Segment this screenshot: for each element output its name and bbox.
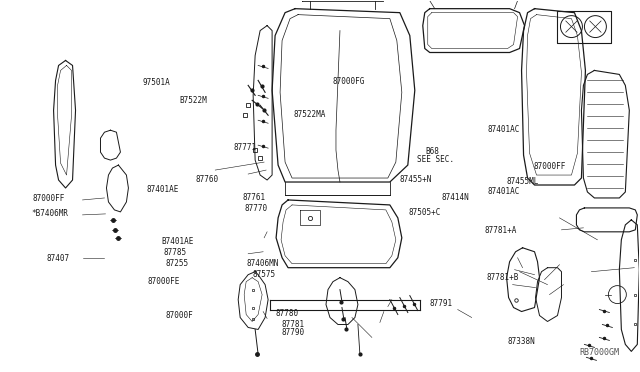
- Text: 87455+N: 87455+N: [400, 175, 432, 184]
- Text: B7401AE: B7401AE: [162, 237, 194, 246]
- Text: 87505+C: 87505+C: [408, 208, 440, 217]
- Text: 87000FG: 87000FG: [333, 77, 365, 86]
- Text: 87770: 87770: [244, 204, 268, 213]
- Text: 87781+B: 87781+B: [486, 273, 518, 282]
- Text: B7522M: B7522M: [179, 96, 207, 105]
- Text: 87000FF: 87000FF: [33, 195, 65, 203]
- Text: 87781+A: 87781+A: [484, 226, 517, 235]
- Text: 87338N: 87338N: [507, 337, 535, 346]
- Text: 87785: 87785: [164, 248, 187, 257]
- Text: 87401AC: 87401AC: [487, 187, 520, 196]
- Text: 87522MA: 87522MA: [293, 110, 326, 119]
- Text: 97501A: 97501A: [143, 78, 170, 87]
- Text: B68: B68: [426, 147, 439, 156]
- Text: 87414N: 87414N: [442, 193, 469, 202]
- Text: 87780: 87780: [275, 310, 298, 318]
- Text: 87781: 87781: [282, 320, 305, 329]
- Text: 87791: 87791: [430, 299, 453, 308]
- Text: 87401AE: 87401AE: [147, 185, 179, 194]
- Text: 87000F: 87000F: [166, 311, 193, 320]
- Text: RB7000GM: RB7000GM: [579, 348, 620, 357]
- Text: SEE SEC.: SEE SEC.: [417, 155, 454, 164]
- Text: 87771: 87771: [234, 142, 257, 151]
- Text: 87790: 87790: [282, 328, 305, 337]
- Text: 87401AC: 87401AC: [487, 125, 520, 134]
- Text: *B7406MR: *B7406MR: [31, 209, 68, 218]
- Text: 87455ML: 87455ML: [506, 177, 539, 186]
- Text: 87760: 87760: [195, 175, 219, 184]
- Text: 87255: 87255: [166, 259, 189, 268]
- Text: 87575: 87575: [253, 270, 276, 279]
- Text: 87406MN: 87406MN: [246, 259, 279, 268]
- Text: 87761: 87761: [242, 193, 265, 202]
- Text: 87000FE: 87000FE: [148, 277, 180, 286]
- Text: 87000FF: 87000FF: [534, 162, 566, 171]
- Text: 87407: 87407: [47, 254, 70, 263]
